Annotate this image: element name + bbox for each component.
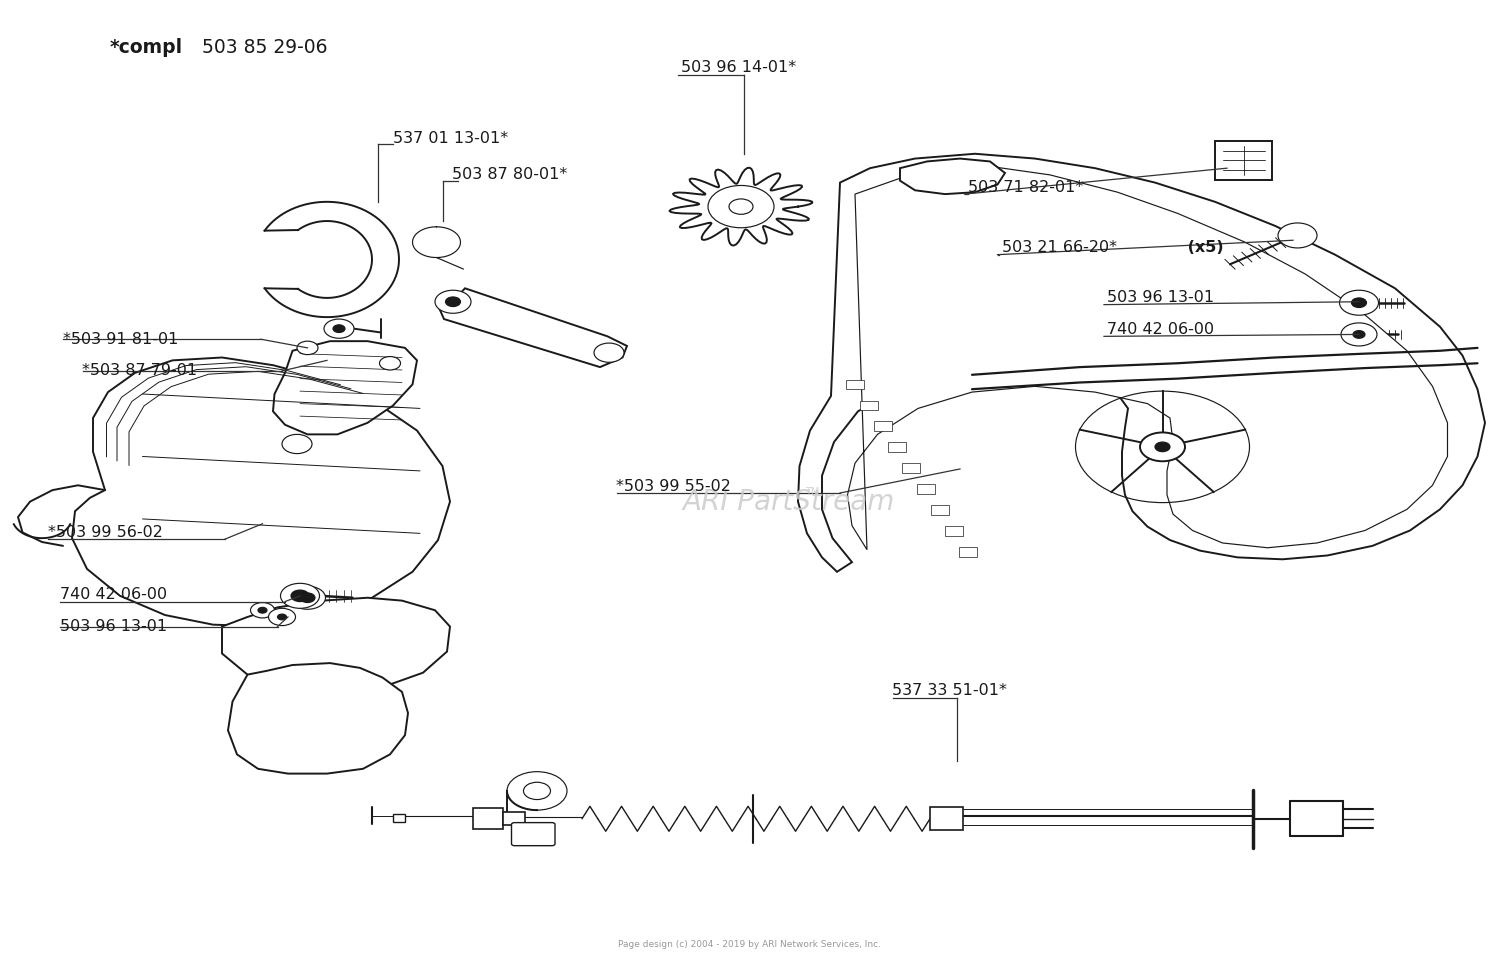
Text: 537 01 13-01*: 537 01 13-01* xyxy=(393,131,508,146)
Circle shape xyxy=(380,357,400,370)
Circle shape xyxy=(594,343,624,362)
Text: 503 96 14-01*: 503 96 14-01* xyxy=(681,60,796,75)
Text: *503 91 81-01: *503 91 81-01 xyxy=(63,332,178,347)
Text: TM: TM xyxy=(806,487,820,497)
Text: (x5): (x5) xyxy=(1182,240,1224,256)
Circle shape xyxy=(300,593,315,603)
FancyBboxPatch shape xyxy=(888,442,906,452)
Circle shape xyxy=(1341,323,1377,346)
Circle shape xyxy=(278,614,286,620)
FancyBboxPatch shape xyxy=(930,505,948,515)
Text: 503 71 82-01*: 503 71 82-01* xyxy=(968,180,1083,195)
Polygon shape xyxy=(438,288,627,367)
Circle shape xyxy=(708,185,774,228)
Circle shape xyxy=(280,583,320,608)
Circle shape xyxy=(446,297,460,307)
Text: *compl: *compl xyxy=(110,38,183,58)
Circle shape xyxy=(291,590,309,602)
Text: 537 33 51-01*: 537 33 51-01* xyxy=(892,683,1008,699)
Circle shape xyxy=(524,782,550,800)
Circle shape xyxy=(1155,442,1170,452)
Text: ARI PartStream: ARI PartStream xyxy=(682,487,894,516)
Polygon shape xyxy=(900,159,1005,194)
Circle shape xyxy=(251,603,274,618)
Polygon shape xyxy=(273,341,417,434)
FancyBboxPatch shape xyxy=(859,401,877,410)
Circle shape xyxy=(333,325,345,333)
FancyBboxPatch shape xyxy=(393,814,405,822)
FancyBboxPatch shape xyxy=(846,380,864,389)
Polygon shape xyxy=(228,663,408,774)
Polygon shape xyxy=(798,154,1485,572)
Circle shape xyxy=(282,434,312,454)
FancyBboxPatch shape xyxy=(874,422,892,431)
Text: *503 99 55-02: *503 99 55-02 xyxy=(616,479,732,494)
Circle shape xyxy=(297,341,318,355)
FancyBboxPatch shape xyxy=(1215,141,1272,180)
Text: 503 85 29-06: 503 85 29-06 xyxy=(196,38,328,58)
Text: 740 42 06-00: 740 42 06-00 xyxy=(60,587,166,603)
Circle shape xyxy=(507,772,567,810)
FancyBboxPatch shape xyxy=(916,484,934,494)
FancyBboxPatch shape xyxy=(503,812,525,825)
Text: 740 42 06-00: 740 42 06-00 xyxy=(1107,322,1214,337)
Polygon shape xyxy=(222,598,450,692)
Circle shape xyxy=(290,586,326,609)
FancyBboxPatch shape xyxy=(903,463,921,473)
Polygon shape xyxy=(72,357,450,627)
FancyBboxPatch shape xyxy=(512,823,555,846)
Circle shape xyxy=(1352,298,1366,308)
Circle shape xyxy=(268,608,296,626)
Text: 503 96 13-01: 503 96 13-01 xyxy=(60,619,166,634)
Text: *503 87 79-01: *503 87 79-01 xyxy=(82,363,198,379)
Circle shape xyxy=(1340,290,1378,315)
Text: 503 87 80-01*: 503 87 80-01* xyxy=(452,167,567,183)
FancyBboxPatch shape xyxy=(945,526,963,535)
Circle shape xyxy=(1353,331,1365,338)
Text: 503 96 13-01: 503 96 13-01 xyxy=(1107,290,1214,306)
FancyBboxPatch shape xyxy=(958,547,976,556)
Circle shape xyxy=(435,290,471,313)
Text: 503 21 66-20*: 503 21 66-20* xyxy=(1002,240,1118,256)
Circle shape xyxy=(729,199,753,214)
Circle shape xyxy=(1140,432,1185,461)
FancyBboxPatch shape xyxy=(472,808,502,829)
FancyBboxPatch shape xyxy=(930,807,963,830)
Circle shape xyxy=(324,319,354,338)
Text: *503 99 56-02: *503 99 56-02 xyxy=(48,525,164,540)
Polygon shape xyxy=(847,165,1448,550)
Text: Page design (c) 2004 - 2019 by ARI Network Services, Inc.: Page design (c) 2004 - 2019 by ARI Netwo… xyxy=(618,941,882,949)
Circle shape xyxy=(258,607,267,613)
Circle shape xyxy=(1278,223,1317,248)
